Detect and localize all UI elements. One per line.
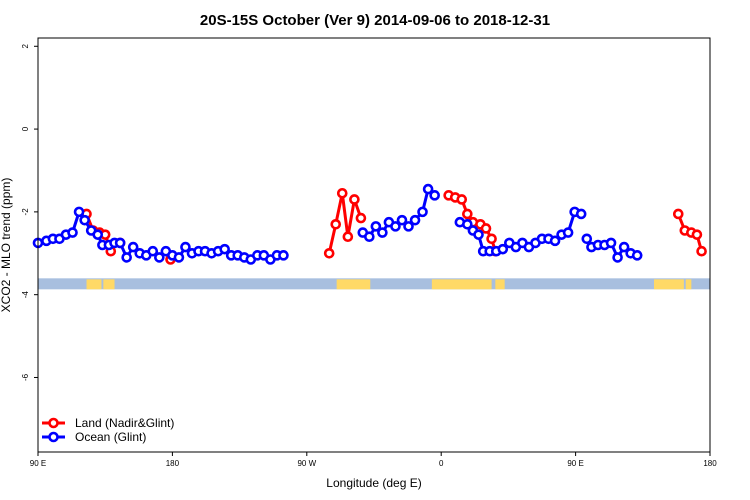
ocean-data-point <box>114 237 126 249</box>
ocean-data-point <box>462 219 473 230</box>
ocean-data-point <box>370 221 382 232</box>
ocean-data-point <box>147 245 159 257</box>
ocean-data-point <box>73 206 85 218</box>
plot-series <box>32 183 707 265</box>
y-tick-label: -4 <box>21 291 30 299</box>
legend-ocean-label: Ocean (Glint) <box>75 430 146 444</box>
x-tick-label: 0 <box>439 459 444 468</box>
land-data-point <box>330 219 342 230</box>
ocean-data-point <box>67 227 78 238</box>
x-tick-label: 90 E <box>567 459 583 468</box>
surface-band <box>38 278 710 290</box>
land-data-point <box>323 247 335 259</box>
ocean-data-point <box>612 252 623 263</box>
ocean-data-point <box>562 227 574 238</box>
ocean-data-point <box>219 243 230 255</box>
x-tick-label: 90 E <box>30 459 46 468</box>
land-data-point <box>480 223 492 234</box>
legend-ocean-marker <box>48 431 59 443</box>
y-tick-label: -2 <box>21 208 30 216</box>
x-tick-label: 180 <box>166 459 180 468</box>
x-tick-label: 180 <box>703 459 717 468</box>
land-data-point <box>336 187 348 199</box>
y-tick-label: 0 <box>21 126 30 131</box>
y-axis-label: XCO2 - MLO trend (ppm) <box>0 178 13 313</box>
ocean-data-point <box>473 229 484 240</box>
ocean-data-point <box>92 229 104 240</box>
ocean-data-point <box>429 190 440 201</box>
ocean-data-point <box>549 235 561 247</box>
y-tick-label: 2 <box>21 44 30 49</box>
land-data-point <box>342 231 354 243</box>
ocean-data-point <box>575 208 587 220</box>
ocean-data-point <box>154 252 165 263</box>
ocean-data-point <box>409 214 421 226</box>
land-band-segment <box>431 279 492 290</box>
land-data-point <box>486 233 497 245</box>
land-data-point <box>456 194 468 205</box>
plot-frame <box>37 37 711 453</box>
x-axis-label: Longitude (deg E) <box>326 476 421 490</box>
x-axis: 90 E 180 90 W 0 90 E 180 <box>30 452 717 468</box>
land-band-segment <box>495 279 505 290</box>
x-tick-label: 90 W <box>297 459 316 468</box>
legend: Land (Nadir&Glint)Ocean (Glint) <box>42 416 174 444</box>
land-data-point <box>672 208 684 220</box>
ocean-data-point <box>127 241 139 253</box>
land-band-segment <box>336 279 371 290</box>
ocean-data-point <box>403 221 414 232</box>
chart-title: 20S-15S October (Ver 9) 2014-09-06 to 20… <box>200 12 550 29</box>
ocean-band <box>38 278 710 290</box>
ocean-data-point <box>121 252 132 263</box>
ocean-data-point <box>631 250 643 261</box>
ocean-data-point <box>417 206 428 218</box>
ocean-data-point <box>390 221 401 232</box>
land-data-point <box>355 212 367 224</box>
ocean-data-point <box>377 227 388 238</box>
ocean-data-point <box>618 241 630 253</box>
ocean-data-point <box>364 231 375 243</box>
land-band-segment <box>86 279 102 290</box>
land-data-point <box>696 245 707 257</box>
ocean-data-point <box>278 250 289 261</box>
land-band-segment <box>103 279 115 290</box>
ocean-data-point <box>173 252 185 263</box>
ocean-data-point <box>79 214 90 226</box>
y-axis: 2 0 -2 -4 -6 <box>21 44 38 381</box>
legend-land-label: Land (Nadir&Glint) <box>75 416 174 430</box>
land-data-point <box>462 208 473 220</box>
land-band-segment <box>654 279 684 290</box>
ocean-data-point <box>605 237 617 249</box>
ocean-data-point <box>497 243 509 255</box>
land-data-point <box>691 229 703 240</box>
ocean-data-point <box>180 241 191 253</box>
legend-land-marker <box>48 417 59 429</box>
ocean-data-point <box>396 214 408 226</box>
land-data-point <box>349 194 360 205</box>
land-band-segment <box>685 279 692 290</box>
ocean-data-point <box>422 183 434 195</box>
ocean-data-point <box>581 233 593 245</box>
y-tick-label: -6 <box>21 373 30 381</box>
